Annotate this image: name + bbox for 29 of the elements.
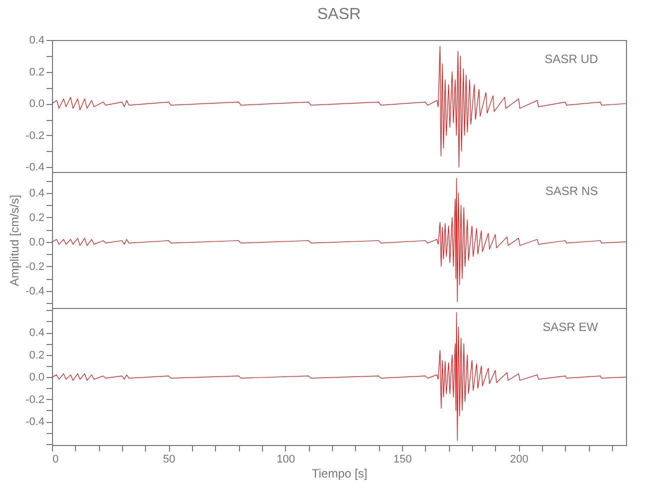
y-tick-label: 0.4 bbox=[29, 327, 44, 340]
line-series bbox=[52, 178, 626, 302]
y-tick-label: -0.4 bbox=[26, 416, 44, 428]
x-tick-label: 150 bbox=[393, 454, 412, 466]
y-tick-label: -0.4 bbox=[26, 162, 44, 174]
line-series bbox=[52, 46, 626, 168]
y-tick-label: 0.4 bbox=[29, 34, 44, 46]
x-tick-label: 50 bbox=[163, 454, 176, 466]
y-tick-label: -0.2 bbox=[26, 260, 44, 273]
y-tick-label: 0.4 bbox=[29, 187, 44, 200]
y-tick-label: 0.0 bbox=[29, 236, 44, 248]
x-tick-label: 0 bbox=[52, 454, 59, 466]
text: SASR NS bbox=[545, 184, 598, 198]
x-tick-label: 100 bbox=[276, 454, 296, 466]
y-tick-label: -0.2 bbox=[26, 394, 44, 406]
text: SASR EW bbox=[542, 320, 599, 334]
chart-title: SASR bbox=[317, 6, 361, 23]
text: SASR UD bbox=[544, 52, 598, 66]
y-tick-label: 0.2 bbox=[29, 66, 44, 78]
y-tick-label: 0.0 bbox=[29, 98, 44, 110]
line-series bbox=[52, 312, 626, 441]
y-axis-title: Amplitud [cm/s/s] bbox=[8, 194, 22, 286]
x-axis-title: Tiempo [s] bbox=[312, 466, 368, 480]
x-tick-label: 200 bbox=[510, 454, 528, 466]
y-tick-label: 0.2 bbox=[29, 212, 44, 224]
y-tick-label: 0.0 bbox=[29, 372, 44, 384]
y-tick-label: 0.2 bbox=[29, 349, 44, 362]
y-tick-label: -0.2 bbox=[26, 130, 44, 142]
y-tick-label: -0.4 bbox=[26, 285, 44, 298]
